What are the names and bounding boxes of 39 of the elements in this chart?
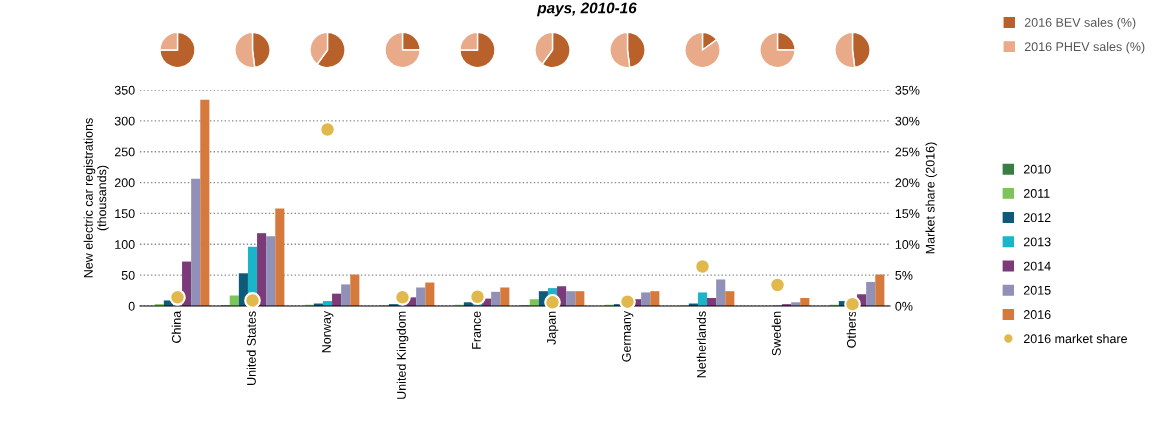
y-tick-label: 200 <box>114 178 135 188</box>
legend-label: 2010 <box>1023 164 1051 174</box>
x-tick-label: Germany <box>622 310 634 362</box>
x-tick-label: China <box>171 310 181 343</box>
y2-tick-label: 5% <box>895 271 913 280</box>
y2-tick-label: 35% <box>895 85 920 95</box>
y-tick-label: 150 <box>115 209 135 219</box>
legend-label: 2013 <box>1023 237 1051 247</box>
y2-tick-label: 25% <box>895 147 920 157</box>
legend-label: 2015 <box>1023 285 1051 295</box>
y-tick-label: 100 <box>115 240 135 249</box>
y2-tick-label: 15% <box>895 209 920 219</box>
chart-title: pays, 2010-16 <box>536 2 637 17</box>
y-tick-label: 350 <box>114 85 135 95</box>
y2-tick-label: 20% <box>895 178 920 188</box>
x-tick-label: United Kingdom <box>396 311 409 399</box>
x-tick-label: United States <box>246 311 256 385</box>
y2-tick-label: 0% <box>895 301 913 311</box>
x-tick-label: France <box>472 311 481 349</box>
y2-tick-label: 10% <box>895 240 920 249</box>
x-tick-label: Japan <box>547 311 559 345</box>
legend-label: 2016 market share <box>1023 333 1127 344</box>
y-tick-label: 0 <box>128 301 135 311</box>
legend-label: 2016 <box>1023 310 1051 319</box>
y2-tick-label: 30% <box>895 116 920 126</box>
legend-label: 2014 <box>1023 261 1051 271</box>
legend-label: 2012 <box>1023 213 1051 223</box>
x-tick-label: Norway <box>322 310 334 353</box>
y-tick-label: 300 <box>114 116 135 126</box>
legend-label: 2011 <box>1023 188 1050 198</box>
y-tick-label: 50 <box>121 270 135 280</box>
y-axis-title: New electric car registrations (thousands) <box>83 118 109 278</box>
x-tick-label: Netherlands <box>696 311 706 378</box>
x-tick-label: Sweden <box>771 311 781 356</box>
x-tick-label: Others <box>846 311 856 348</box>
legend-label: 2016 BEV sales (%) <box>1024 17 1136 30</box>
y2-axis-title: Market share (2016) <box>925 142 938 254</box>
legend-label: 2016 PHEV sales (%) <box>1024 41 1145 54</box>
y-tick-label: 250 <box>114 147 135 157</box>
